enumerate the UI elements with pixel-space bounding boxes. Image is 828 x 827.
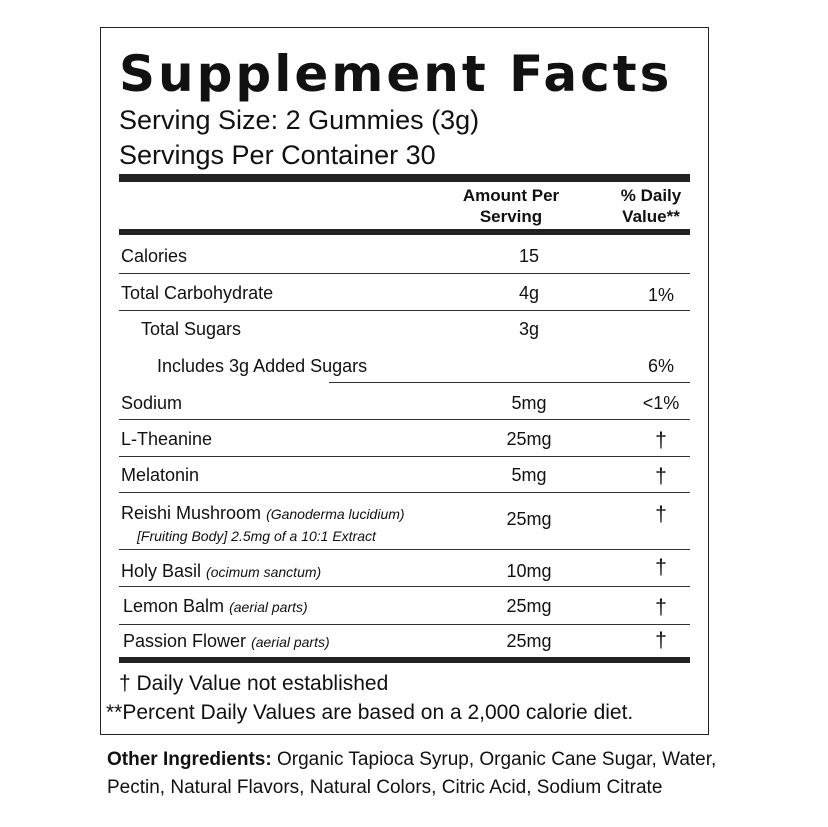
nutrient-latin-name: (ocimum sanctum) <box>206 564 322 580</box>
added-sugars-divider <box>329 382 690 383</box>
nutrient-latin-name: (aerial parts) <box>229 599 308 615</box>
nutrient-name: Reishi Mushroom <box>121 503 262 523</box>
nutrient-row-passion-flower: Passion Flower (aerial parts) 25mg † <box>119 625 690 657</box>
nutrient-name: Sodium <box>121 393 183 413</box>
dagger-mark: † <box>655 629 667 652</box>
header-daily-value: % Daily Value** <box>620 186 682 226</box>
nutrient-row-reishi-mushroom: Reishi Mushroom (Ganoderma lucidium) [Fr… <box>119 493 690 550</box>
dagger-mark: † <box>655 465 667 488</box>
dagger-mark: † <box>655 596 667 619</box>
other-ingredients: Other Ingredients: Organic Tapioca Syrup… <box>107 746 727 802</box>
nutrient-name: Total Carbohydrate <box>121 283 274 303</box>
nutrient-name-group: Passion Flower (aerial parts) <box>123 631 330 652</box>
nutrient-row-total-sugars: Total Sugars 3g <box>119 311 690 346</box>
panel-title: Supplement Facts <box>119 45 673 103</box>
nutrient-name: Includes 3g Added Sugars <box>157 356 368 376</box>
nutrient-row-total-carbohydrate: Total Carbohydrate 4g 1% <box>119 274 690 311</box>
footnote-dagger: † Daily Value not established <box>119 672 389 695</box>
nutrient-row-holy-basil: Holy Basil (ocimum sanctum) 10mg † <box>119 550 690 587</box>
dagger-mark: † <box>655 429 667 452</box>
nutrient-name: Melatonin <box>121 465 200 485</box>
nutrient-row-sodium: Sodium 5mg <1% <box>119 383 690 420</box>
nutrient-amount: 25mg <box>506 429 552 449</box>
nutrient-name: L-Theanine <box>121 429 213 449</box>
dagger-mark: † <box>655 556 667 579</box>
nutrient-row-added-sugars: Includes 3g Added Sugars 6% <box>119 346 690 382</box>
nutrient-daily-value: 6% <box>647 356 674 376</box>
thick-divider-top <box>119 174 690 182</box>
nutrient-amount: 25mg <box>506 596 552 616</box>
nutrient-name: Holy Basil <box>121 561 202 581</box>
nutrient-row-melatonin: Melatonin 5mg † <box>119 457 690 493</box>
dagger-mark: † <box>655 503 667 526</box>
nutrient-row-lemon-balm: Lemon Balm (aerial parts) 25mg † <box>119 587 690 625</box>
nutrient-latin-name: (Ganoderma lucidium) <box>266 506 405 522</box>
nutrient-latin-name: (aerial parts) <box>251 634 330 650</box>
nutrient-name-group: Holy Basil (ocimum sanctum) <box>121 561 321 582</box>
nutrient-detail: [Fruiting Body] 2.5mg of a 10:1 Extract <box>137 528 376 544</box>
nutrient-amount: 3g <box>518 319 540 339</box>
nutrient-name: Passion Flower <box>123 631 247 651</box>
header-divider <box>119 229 690 235</box>
footnote-percent-daily-value: **Percent Daily Values are based on a 2,… <box>106 701 634 724</box>
other-ingredients-label: Other Ingredients: <box>107 749 272 770</box>
nutrient-daily-value: <1% <box>642 393 680 413</box>
servings-per-container: Servings Per Container 30 <box>119 140 436 170</box>
other-ingredients-list: Organic Tapioca Syrup, Organic Cane Suga… <box>107 749 717 798</box>
nutrient-name: Calories <box>121 246 188 266</box>
nutrient-name: Lemon Balm <box>123 596 225 616</box>
header-amount-per-serving: Amount Per Serving <box>462 186 560 226</box>
nutrient-amount: 4g <box>518 283 540 303</box>
nutrient-amount: 25mg <box>506 631 552 651</box>
nutrient-name-group: Reishi Mushroom (Ganoderma lucidium) <box>121 503 405 524</box>
nutrient-row-calories: Calories 15 <box>119 235 690 274</box>
nutrient-name: Total Sugars <box>141 319 242 339</box>
nutrient-row-l-theanine: L-Theanine 25mg † <box>119 420 690 457</box>
nutrient-amount: 5mg <box>511 465 547 485</box>
nutrient-amount: 10mg <box>506 561 552 581</box>
nutrient-amount: 5mg <box>511 393 547 413</box>
nutrient-name-group: Lemon Balm (aerial parts) <box>123 596 308 617</box>
nutrient-amount: 25mg <box>506 509 552 529</box>
nutrient-amount: 15 <box>518 246 540 266</box>
thick-divider-bottom <box>119 657 690 663</box>
serving-size: Serving Size: 2 Gummies (3g) <box>119 105 480 135</box>
supplement-facts-panel: Supplement Facts Serving Size: 2 Gummies… <box>100 27 709 735</box>
nutrient-daily-value: 1% <box>647 285 674 305</box>
